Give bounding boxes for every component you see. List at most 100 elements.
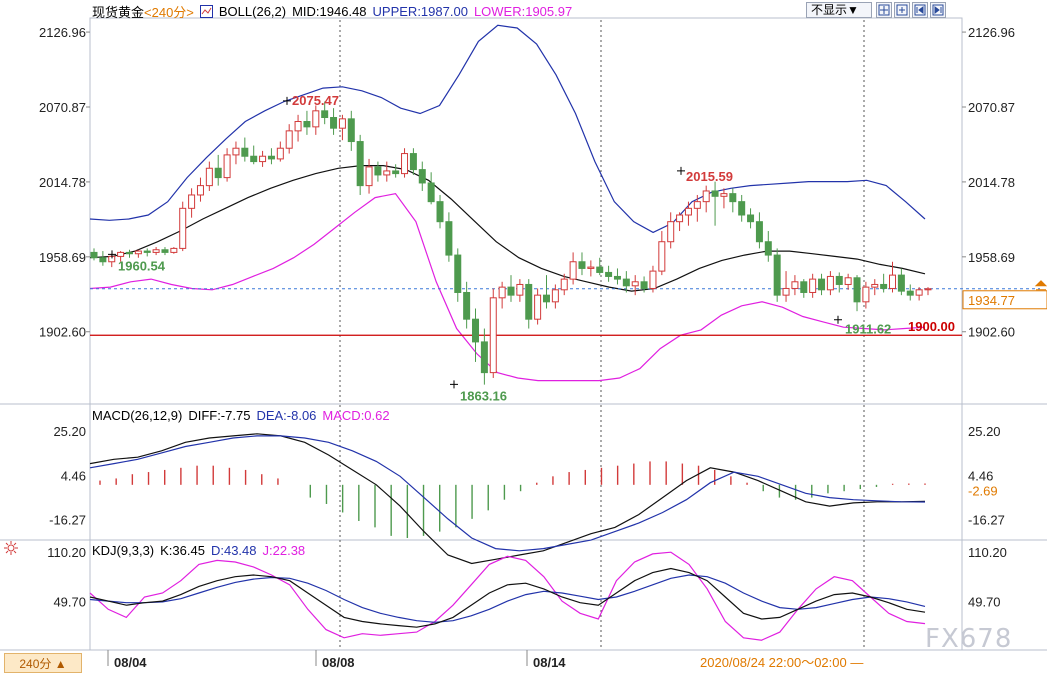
candle[interactable]	[835, 272, 843, 293]
scroll-left-icon[interactable]	[912, 2, 928, 18]
kdj-panel[interactable]	[89, 551, 926, 641]
candle[interactable]	[241, 137, 249, 162]
candle[interactable]	[818, 273, 826, 296]
candle[interactable]	[906, 284, 914, 301]
candle[interactable]	[534, 288, 542, 325]
candle[interactable]	[401, 148, 409, 178]
candle[interactable]	[303, 110, 311, 135]
candle[interactable]	[649, 265, 657, 293]
candle[interactable]	[729, 188, 737, 213]
candle[interactable]	[747, 208, 755, 229]
candle[interactable]	[516, 279, 524, 302]
candle[interactable]	[356, 134, 364, 195]
candle[interactable]	[764, 231, 772, 262]
candle[interactable]	[525, 279, 533, 329]
candle[interactable]	[587, 260, 595, 277]
candle[interactable]	[454, 248, 462, 302]
candle[interactable]	[862, 281, 870, 309]
candle[interactable]	[489, 288, 497, 378]
candle[interactable]	[267, 148, 275, 165]
candle[interactable]	[117, 251, 125, 262]
candle[interactable]	[720, 188, 728, 209]
candle[interactable]	[383, 161, 391, 182]
candle[interactable]	[578, 252, 586, 276]
candle[interactable]	[755, 212, 763, 249]
candle[interactable]	[161, 247, 169, 256]
candle[interactable]	[445, 212, 453, 262]
candle[interactable]	[409, 148, 417, 175]
candle[interactable]	[498, 281, 506, 309]
candle[interactable]	[560, 273, 568, 296]
candle[interactable]	[365, 158, 373, 194]
candle[interactable]	[125, 249, 133, 258]
candle[interactable]	[179, 201, 187, 252]
candle[interactable]	[188, 188, 196, 218]
price-panel[interactable]: 1934.77 2075.47 1960.54 1863.16 2015.59 1911.…	[89, 24, 1047, 403]
candle[interactable]	[809, 273, 817, 298]
candle[interactable]	[259, 150, 267, 167]
candle[interactable]	[711, 181, 719, 226]
candle[interactable]	[871, 279, 879, 296]
candle[interactable]	[800, 279, 808, 298]
period-button[interactable]: 240分 ▲	[4, 653, 82, 673]
candle[interactable]	[143, 248, 151, 257]
candle[interactable]	[738, 194, 746, 222]
candle[interactable]	[347, 110, 355, 151]
candle[interactable]	[889, 261, 897, 293]
candle[interactable]	[667, 212, 675, 249]
candle[interactable]	[250, 145, 258, 165]
candle[interactable]	[152, 247, 160, 256]
candle[interactable]	[605, 265, 613, 282]
candle[interactable]	[542, 275, 550, 309]
candle[interactable]	[897, 268, 905, 296]
candle[interactable]	[773, 248, 781, 302]
candle[interactable]	[596, 257, 604, 276]
candle[interactable]	[853, 275, 861, 312]
candle[interactable]	[170, 247, 178, 254]
candle[interactable]	[294, 114, 302, 142]
candle[interactable]	[791, 275, 799, 296]
candle[interactable]	[569, 252, 577, 285]
candle[interactable]	[915, 287, 923, 301]
candle[interactable]	[232, 141, 240, 165]
zoom-in-icon[interactable]	[876, 2, 892, 18]
candle[interactable]	[658, 231, 666, 276]
candle[interactable]	[321, 101, 329, 125]
candle[interactable]	[551, 284, 559, 309]
candle[interactable]	[214, 154, 222, 186]
candle[interactable]	[90, 248, 98, 261]
candle[interactable]	[276, 141, 284, 162]
candle[interactable]	[844, 273, 852, 290]
candle[interactable]	[472, 308, 480, 362]
candle[interactable]	[418, 161, 426, 191]
candle[interactable]	[285, 124, 293, 154]
candle[interactable]	[480, 328, 488, 385]
candle[interactable]	[99, 251, 107, 266]
candle[interactable]	[613, 268, 621, 285]
candle[interactable]	[205, 161, 213, 191]
candle[interactable]	[463, 281, 471, 329]
candle[interactable]	[330, 108, 338, 135]
candle[interactable]	[782, 271, 790, 302]
settings-sun-icon[interactable]	[4, 541, 18, 555]
candle[interactable]	[693, 194, 701, 222]
scroll-right-icon[interactable]	[930, 2, 946, 18]
candle[interactable]	[880, 273, 888, 293]
boll-indicator[interactable]: BOLL(26,2)	[218, 3, 287, 19]
candle[interactable]	[640, 276, 648, 293]
candle[interactable]	[392, 164, 400, 178]
candle[interactable]	[622, 271, 630, 293]
hide-dropdown[interactable]: 不显示▼	[806, 2, 872, 18]
candle[interactable]	[312, 105, 320, 135]
candle[interactable]	[427, 172, 435, 205]
zoom-out-icon[interactable]	[894, 2, 910, 18]
candle[interactable]	[676, 212, 684, 232]
candle[interactable]	[134, 249, 142, 258]
candle[interactable]	[631, 275, 639, 296]
candle[interactable]	[196, 177, 204, 202]
candle[interactable]	[684, 201, 692, 226]
candle[interactable]	[223, 148, 231, 182]
candle[interactable]	[338, 114, 346, 141]
candle[interactable]	[507, 275, 515, 302]
